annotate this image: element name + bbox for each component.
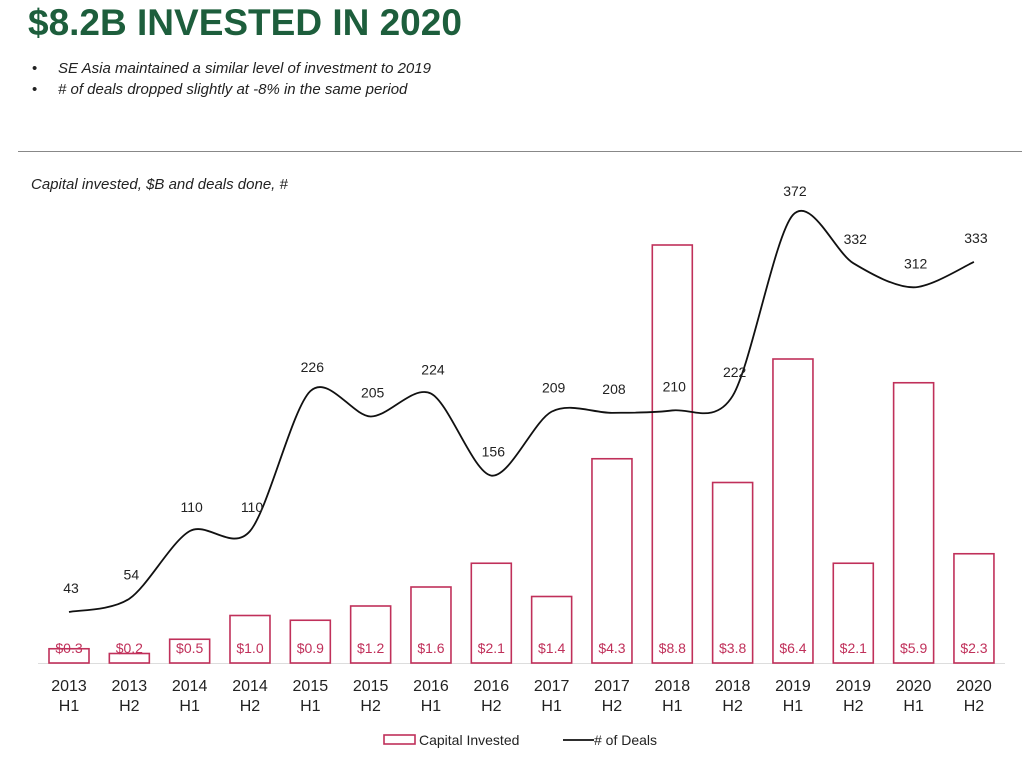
x-tick-half: H2 [602, 698, 623, 715]
bar-2013-H2 [108, 652, 151, 664]
bar-2016-H1 [410, 586, 452, 664]
x-tick-half: H2 [481, 698, 502, 715]
x-tick-half: H2 [843, 698, 864, 715]
bar-2018-H2 [711, 481, 754, 664]
x-tick-year: 2013 [51, 678, 87, 695]
bar-label: $5.9 [900, 640, 927, 656]
x-tick-half: H2 [964, 698, 985, 715]
bar-label: $2.3 [960, 640, 987, 656]
deal-label: 205 [361, 384, 385, 400]
x-tick-year: 2015 [293, 678, 329, 695]
x-tick-half: H2 [722, 698, 743, 715]
deal-label: 222 [723, 364, 747, 380]
bar-label: $1.2 [357, 640, 384, 656]
deal-label: 333 [964, 230, 988, 246]
bar-2013-H1 [48, 647, 90, 664]
bar-label: $6.4 [779, 640, 806, 656]
x-tick-year: 2016 [413, 678, 449, 695]
bar-2017-H1 [530, 595, 573, 664]
bar-label: $0.2 [116, 640, 143, 656]
legend-bar-label: Capital Invested [419, 732, 519, 748]
x-tick-year: 2015 [353, 678, 389, 695]
deal-label: 210 [663, 378, 687, 394]
bar-label: $1.0 [236, 640, 263, 656]
bar-2014-H1 [168, 638, 211, 664]
bar-label: $2.1 [840, 640, 867, 656]
bar-2019-H1 [772, 358, 814, 664]
bar-2015-H1 [289, 619, 332, 664]
deal-label: 110 [180, 499, 203, 515]
page-title: $8.2B INVESTED IN 2020 [28, 2, 462, 43]
x-tick-half: H1 [662, 698, 683, 715]
deal-label: 156 [482, 444, 506, 460]
x-tick-half: H2 [119, 698, 140, 715]
bullet-item: SE Asia maintained a similar level of in… [32, 58, 431, 79]
bullet-item: # of deals dropped slightly at -8% in th… [32, 79, 431, 100]
x-tick-half: H1 [59, 698, 80, 715]
bar-label: $1.6 [417, 640, 444, 656]
x-tick-year: 2018 [655, 678, 691, 695]
x-tick-half: H1 [783, 698, 804, 715]
deal-label: 54 [124, 567, 140, 583]
deal-label: 332 [844, 231, 868, 247]
x-tick-year: 2014 [232, 678, 268, 695]
x-tick-year: 2020 [956, 678, 992, 695]
bar-2019-H2 [832, 562, 875, 664]
bar-2020-H2 [953, 552, 995, 664]
bar-label: $4.3 [598, 640, 625, 656]
x-tick-year: 2016 [474, 678, 510, 695]
x-tick-year: 2020 [896, 678, 932, 695]
x-tick-year: 2019 [835, 678, 871, 695]
x-tick-year: 2014 [172, 678, 208, 695]
x-tick-year: 2017 [594, 678, 630, 695]
deal-label: 312 [904, 255, 928, 271]
x-tick-half: H1 [903, 698, 924, 715]
x-tick-half: H1 [541, 698, 562, 715]
divider [18, 151, 1022, 152]
legend-bar-swatch [383, 734, 416, 745]
bar-2018-H1 [651, 244, 694, 664]
x-tick-half: H2 [360, 698, 381, 715]
bar-2017-H2 [591, 457, 633, 664]
bar-label: $0.9 [297, 640, 324, 656]
bar-2015-H2 [349, 605, 392, 664]
deals-line [68, 210, 975, 613]
bar-2016-H2 [470, 562, 513, 664]
bar-label: $1.4 [538, 640, 565, 656]
deal-label: 224 [421, 362, 445, 378]
bar-label: $0.3 [55, 640, 82, 656]
legend-line-label: # of Deals [594, 732, 657, 748]
x-tick-half: H2 [240, 698, 261, 715]
deal-label: 208 [602, 381, 626, 397]
x-tick-half: H1 [300, 698, 321, 715]
bar-2020-H1 [892, 381, 935, 664]
x-tick-year: 2017 [534, 678, 570, 695]
chart-title: Capital invested, $B and deals done, # [31, 176, 288, 193]
deal-label: 226 [301, 359, 325, 375]
bar-label: $3.8 [719, 640, 746, 656]
x-tick-year: 2018 [715, 678, 751, 695]
x-tick-year: 2013 [112, 678, 148, 695]
bar-label: $0.5 [176, 640, 203, 656]
deal-label: 43 [63, 580, 79, 596]
bar-label: $8.8 [659, 640, 686, 656]
deal-label: 209 [542, 380, 566, 396]
x-tick-half: H1 [179, 698, 200, 715]
x-tick-year: 2019 [775, 678, 811, 695]
x-tick-half: H1 [421, 698, 442, 715]
deal-label: 372 [783, 183, 807, 199]
bullet-list: SE Asia maintained a similar level of in… [32, 58, 431, 100]
bar-label: $2.1 [478, 640, 505, 656]
bar-2014-H2 [229, 614, 271, 664]
deal-label: 110 [241, 499, 264, 515]
